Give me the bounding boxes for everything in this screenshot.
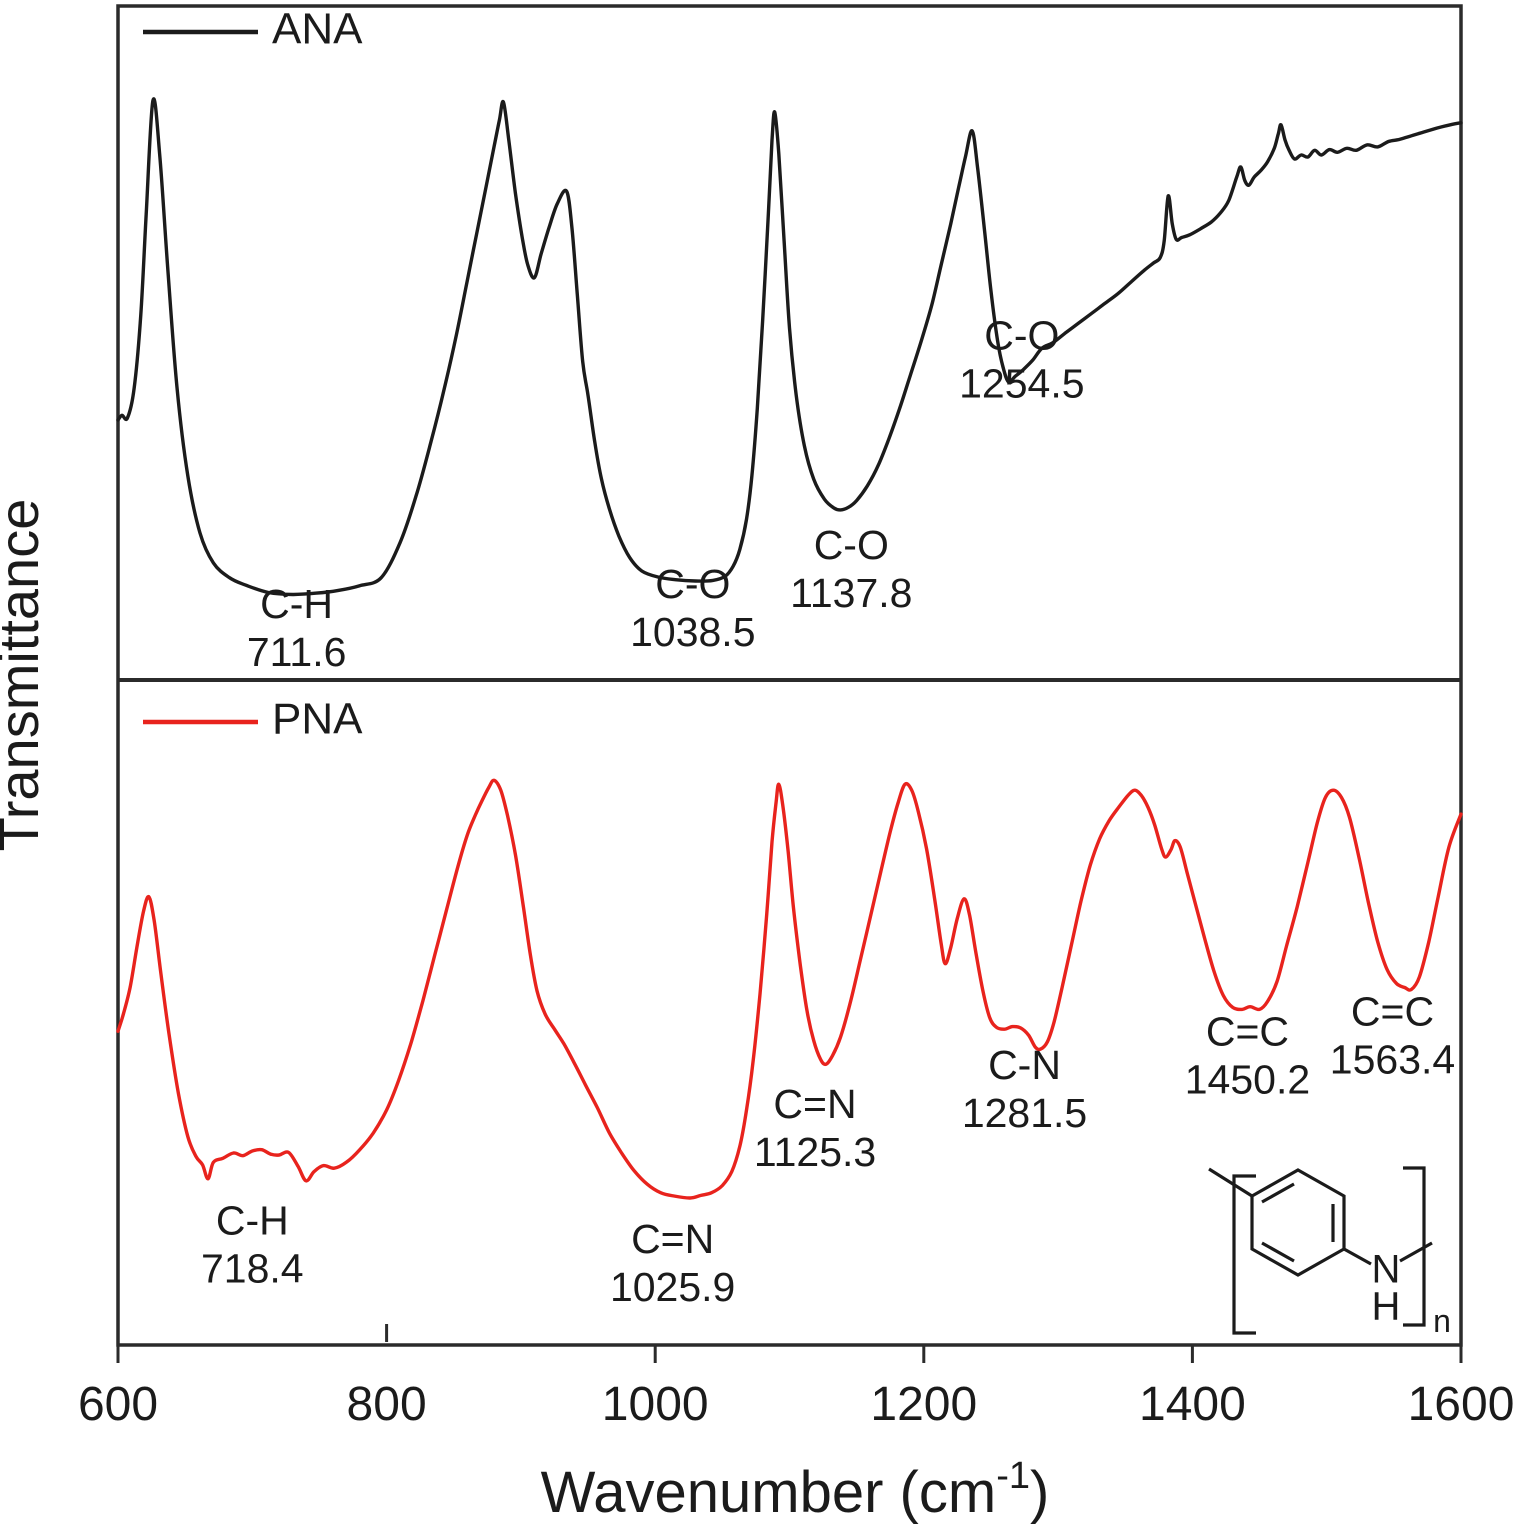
spectrum-panel-pna: PNAC-H718.4C=N1025.9C=N1125.3C-N1281.5C=… (116, 695, 1463, 1310)
x-axis-title-main: Wavenumber (cm (541, 1460, 997, 1525)
peak-bond-label: C-H (260, 581, 333, 627)
bracket-left-icon (1232, 1174, 1256, 1335)
bond-ring-to-n-icon (1343, 1247, 1372, 1266)
x-axis-tick-label: 1600 (1408, 1378, 1515, 1431)
peak-wavenumber-label: 1125.3 (754, 1129, 876, 1175)
y-axis-title: Transmittance (0, 499, 50, 852)
x-axis-tick-label: 1400 (1139, 1378, 1246, 1431)
spectrum-curve-pna (116, 778, 1463, 1200)
chart-content: ANAC-H711.6C-O1038.5C-O1137.8C-O1254.5PN… (78, 5, 1514, 1431)
bond-n-right-icon (1399, 1241, 1433, 1263)
peak-wavenumber-label: 1137.8 (790, 570, 912, 616)
peak-bond-label: C=N (773, 1081, 856, 1127)
hydrogen-atom-label: H (1372, 1285, 1401, 1329)
bond-left-icon (1208, 1167, 1253, 1198)
legend-label-ana: ANA (272, 5, 363, 54)
peak-bond-label: C-N (988, 1042, 1061, 1088)
x-axis-tick-label: 600 (78, 1378, 158, 1431)
bracket-right-icon (1403, 1166, 1426, 1327)
repeat-subscript-label: n (1433, 1303, 1451, 1339)
peak-bond-label: C=C (1351, 988, 1434, 1034)
spectrum-curve-ana (116, 97, 1463, 597)
benzene-double-bond-icon (1261, 1241, 1295, 1263)
peak-bond-label: C-O (814, 522, 889, 568)
peak-bond-label: C=C (1206, 1008, 1289, 1054)
peak-wavenumber-label: 711.6 (247, 629, 347, 675)
x-axis-title-close: ) (1030, 1460, 1049, 1525)
x-axis-tick-label: 1200 (870, 1378, 977, 1431)
peak-bond-label: C-O (984, 313, 1059, 359)
benzene-ring-icon (1250, 1168, 1346, 1277)
molecular-structure-inset: N H n (1208, 1166, 1451, 1339)
legend-label-pna: PNA (272, 695, 363, 744)
x-axis-title: Wavenumber (cm-1) (541, 1455, 1050, 1525)
peak-wavenumber-label: 718.4 (201, 1246, 304, 1292)
peak-bond-label: C-H (216, 1198, 289, 1244)
peak-wavenumber-label: 1563.4 (1330, 1036, 1455, 1082)
peak-bond-label: C=N (631, 1216, 714, 1262)
x-axis-tick-label: 800 (347, 1378, 427, 1431)
peak-wavenumber-label: 1281.5 (962, 1090, 1087, 1136)
plot-border (116, 4, 1463, 1347)
peak-wavenumber-label: 1450.2 (1185, 1056, 1310, 1102)
peak-bond-label: C-O (655, 561, 730, 607)
peak-wavenumber-label: 1254.5 (959, 361, 1084, 407)
x-axis-title-sup: -1 (996, 1455, 1030, 1497)
peak-wavenumber-label: 1025.9 (610, 1264, 735, 1310)
peak-wavenumber-label: 1038.5 (630, 609, 755, 655)
benzene-double-bond-icon (1261, 1182, 1295, 1204)
nitrogen-atom-label: N (1372, 1248, 1401, 1292)
x-axis-tick-label: 1000 (602, 1378, 709, 1431)
